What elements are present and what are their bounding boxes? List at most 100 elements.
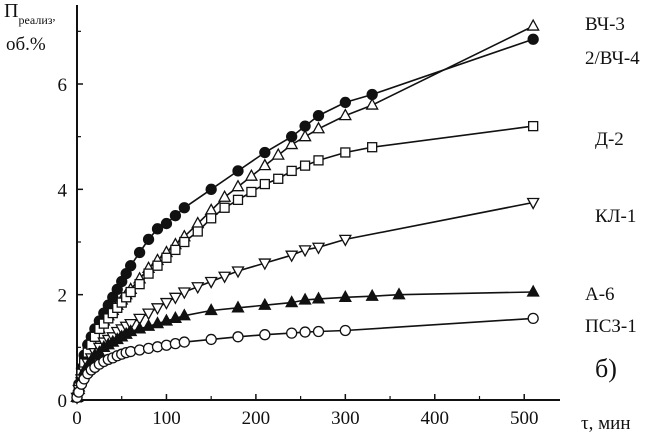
data-point-triangle-up-filled bbox=[258, 297, 272, 310]
data-point-square-open bbox=[273, 173, 284, 184]
data-point-triangle-down-open bbox=[298, 245, 312, 258]
data-point-triangle-up-filled bbox=[392, 287, 406, 300]
series-label-a6: А-6 bbox=[585, 284, 615, 305]
data-point-square-open bbox=[367, 142, 378, 153]
data-point-triangle-down-open bbox=[231, 266, 245, 279]
series-label-psz1: ПСЗ-1 bbox=[585, 316, 637, 337]
data-point-circle-open bbox=[133, 344, 146, 356]
series-line bbox=[76, 38, 534, 398]
series-0 bbox=[70, 18, 540, 403]
y-tick-label: 6 bbox=[58, 75, 68, 96]
data-point-triangle-down-open bbox=[526, 197, 540, 210]
data-point-square-open bbox=[313, 155, 324, 166]
x-tick-label: 300 bbox=[331, 408, 360, 429]
data-point-triangle-up-open bbox=[526, 18, 540, 31]
data-point-circle-filled bbox=[286, 131, 298, 143]
data-point-circle-open bbox=[312, 325, 325, 338]
data-point-square-open bbox=[170, 244, 181, 256]
data-point-triangle-up-open bbox=[365, 97, 379, 110]
data-point-circle-filled bbox=[312, 109, 325, 122]
data-point-triangle-up-open bbox=[271, 147, 285, 160]
data-point-triangle-up-filled bbox=[177, 308, 191, 321]
data-point-circle-filled bbox=[151, 223, 164, 235]
data-point-triangle-up-filled bbox=[231, 300, 245, 313]
x-tick-label: 200 bbox=[242, 408, 271, 429]
data-point-triangle-down-open bbox=[159, 297, 174, 310]
data-point-triangle-down-open bbox=[217, 271, 232, 284]
data-point-circle-open bbox=[151, 341, 164, 353]
series-label-kl1: КЛ-1 bbox=[595, 206, 636, 227]
x-tick-label: 400 bbox=[421, 408, 450, 429]
data-point-triangle-down-open bbox=[191, 282, 205, 295]
data-point-circle-filled bbox=[160, 217, 173, 230]
y-tick-label: 4 bbox=[58, 180, 68, 201]
data-point-square-open bbox=[161, 252, 172, 263]
data-point-triangle-up-open bbox=[311, 121, 326, 134]
x-tick-label: 0 bbox=[72, 408, 82, 429]
x-axis-title: τ, мин bbox=[581, 413, 631, 434]
data-point-triangle-up-filled bbox=[526, 284, 540, 297]
data-point-square-open bbox=[134, 278, 145, 290]
data-point-circle-open bbox=[142, 342, 155, 355]
series-label-vch3: ВЧ-3 bbox=[585, 14, 625, 35]
data-point-triangle-up-open bbox=[285, 137, 299, 150]
data-point-square-open bbox=[192, 226, 203, 237]
y-tick-label: 0 bbox=[58, 391, 68, 412]
data-point-triangle-up-filled bbox=[311, 291, 326, 304]
panel-label: б) bbox=[595, 354, 617, 383]
data-point-triangle-up-open bbox=[258, 158, 272, 171]
data-point-square-open bbox=[232, 194, 244, 206]
data-point-circle-filled bbox=[527, 33, 539, 45]
data-point-circle-open bbox=[205, 333, 217, 346]
y-tick-label: 2 bbox=[58, 286, 68, 307]
data-point-circle-filled bbox=[339, 96, 351, 109]
data-point-square-open bbox=[528, 120, 539, 132]
data-point-triangle-down-open bbox=[168, 292, 182, 305]
data-point-square-open bbox=[259, 178, 270, 190]
y-axis-unit: об.% bbox=[6, 34, 46, 55]
data-point-circle-filled bbox=[232, 165, 244, 177]
series-labels: ВЧ-3 2/ВЧ-4 Д-2 КЛ-1 А-6 ПСЗ-1 bbox=[585, 14, 640, 337]
x-tick-label: 100 bbox=[152, 408, 181, 429]
data-point-circle-filled bbox=[259, 146, 271, 159]
data-point-square-open bbox=[125, 286, 136, 298]
data-point-triangle-down-open bbox=[338, 234, 352, 247]
y-axis-title: Преализ, bbox=[4, 0, 56, 27]
data-point-triangle-up-filled bbox=[298, 292, 312, 305]
series-4 bbox=[70, 284, 540, 403]
data-point-triangle-up-open bbox=[217, 189, 232, 202]
data-point-triangle-down-open bbox=[133, 313, 147, 326]
data-point-triangle-up-open bbox=[231, 179, 245, 192]
data-point-circle-open bbox=[125, 345, 137, 358]
series-5 bbox=[71, 312, 539, 404]
data-point-circle-filled bbox=[299, 120, 311, 132]
data-point-circle-filled bbox=[169, 210, 182, 222]
data-point-circle-open bbox=[259, 329, 271, 341]
data-point-triangle-down-open bbox=[311, 242, 326, 255]
data-point-triangle-up-open bbox=[338, 108, 352, 121]
data-point-triangle-down-open bbox=[258, 258, 272, 271]
data-point-triangle-up-filled bbox=[204, 303, 218, 316]
series-2 bbox=[71, 120, 539, 403]
data-point-square-open bbox=[299, 160, 311, 171]
series-label-d2: Д-2 bbox=[595, 129, 624, 150]
data-point-triangle-up-filled bbox=[285, 295, 299, 308]
data-point-square-open bbox=[206, 213, 217, 224]
axes: 0 100 200 300 400 500 0 2 4 6 bbox=[58, 5, 560, 429]
data-point-circle-open bbox=[527, 312, 539, 325]
data-point-square-open bbox=[219, 202, 230, 213]
data-point-triangle-down-open bbox=[177, 287, 191, 300]
data-point-circle-filled bbox=[366, 88, 378, 101]
data-point-triangle-down-open bbox=[150, 303, 165, 316]
data-point-circle-open bbox=[286, 327, 298, 339]
data-point-circle-open bbox=[232, 331, 244, 343]
data-point-triangle-down-open bbox=[204, 276, 218, 289]
data-point-circle-filled bbox=[205, 183, 217, 195]
data-point-circle-filled bbox=[142, 233, 155, 246]
data-point-square-open bbox=[286, 165, 297, 177]
data-point-circle-open bbox=[339, 324, 351, 337]
data-point-square-open bbox=[143, 268, 154, 279]
data-point-triangle-up-filled bbox=[365, 288, 379, 301]
series-label-2vch4: 2/ВЧ-4 bbox=[585, 48, 640, 69]
